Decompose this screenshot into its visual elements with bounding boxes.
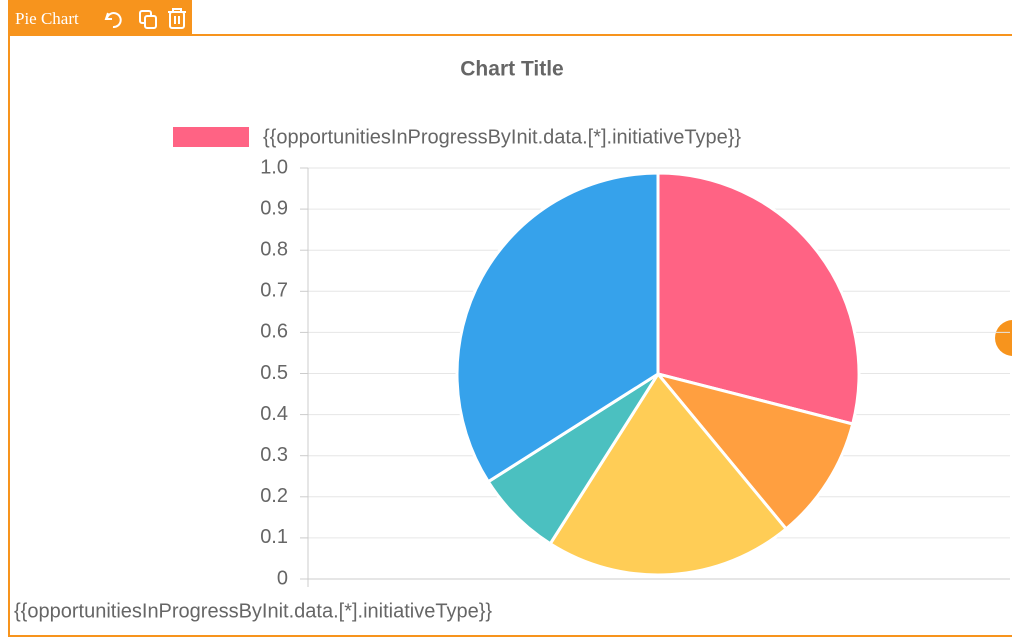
pie-slice [548,371,789,577]
y-tick-label: 0.1 [260,526,288,548]
resize-handle[interactable] [995,320,1012,356]
y-tick-label: 0.9 [260,197,288,219]
delete-icon[interactable] [168,8,186,29]
undo-icon[interactable] [104,12,122,29]
y-tick-label: 1.0 [260,156,288,178]
legend-swatch [173,127,249,147]
pie-slice [656,171,861,426]
chart-frame [8,34,1012,637]
y-tick-label: 0 [277,567,288,589]
y-tick-label: 0.4 [260,403,288,425]
pie-slice [653,371,855,531]
x-axis-label: {{opportunitiesInProgressByInit.data.[*]… [14,600,492,622]
y-tick-label: 0.6 [260,321,288,343]
y-tick-label: 0.2 [260,485,288,507]
y-tick-label: 0.8 [260,238,288,260]
legend-label: {{opportunitiesInProgressByInit.data.[*]… [263,126,741,148]
copy-icon[interactable] [139,10,157,29]
toolbar [8,0,192,35]
y-tick-label: 0.3 [260,444,288,466]
chart-title: Chart Title [460,58,563,81]
y-tick-label: 0.7 [260,280,288,302]
y-tick-label: 0.5 [260,362,288,384]
pie-slice [455,171,660,484]
toolbar-label: Pie Chart [15,9,79,28]
